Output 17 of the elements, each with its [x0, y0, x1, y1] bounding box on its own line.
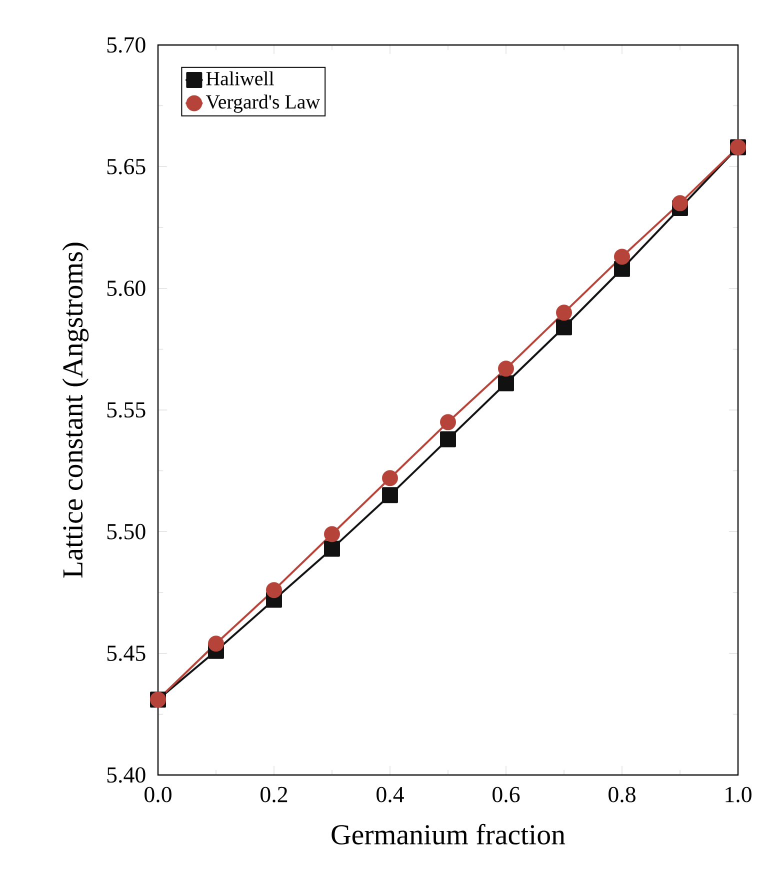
x-axis-title: Germanium fraction	[332, 824, 566, 844]
y-tick-label: 5.60	[107, 280, 146, 296]
y-tick-label: 5.70	[107, 37, 146, 53]
x-tick-label: 1.0	[726, 786, 752, 802]
y-tick-label: 5.40	[107, 767, 146, 783]
legend-label: Haliwell	[206, 71, 274, 86]
x-tick-label: 0.2	[260, 786, 288, 802]
x-tick-label: 0.8	[608, 786, 636, 802]
y-tick-label: 5.65	[107, 158, 146, 174]
y-axis-title: Lattice constant (Angstroms)	[62, 242, 89, 578]
y-tick-label: 5.55	[107, 402, 146, 418]
x-tick-label: 0.4	[376, 786, 404, 802]
x-tick-label: 0.0	[144, 786, 172, 802]
legend-label: Vergard's Law	[206, 94, 320, 113]
y-tick-label: 5.45	[107, 646, 146, 662]
y-tick-label: 5.50	[107, 524, 146, 540]
x-tick-label: 0.6	[492, 786, 520, 802]
